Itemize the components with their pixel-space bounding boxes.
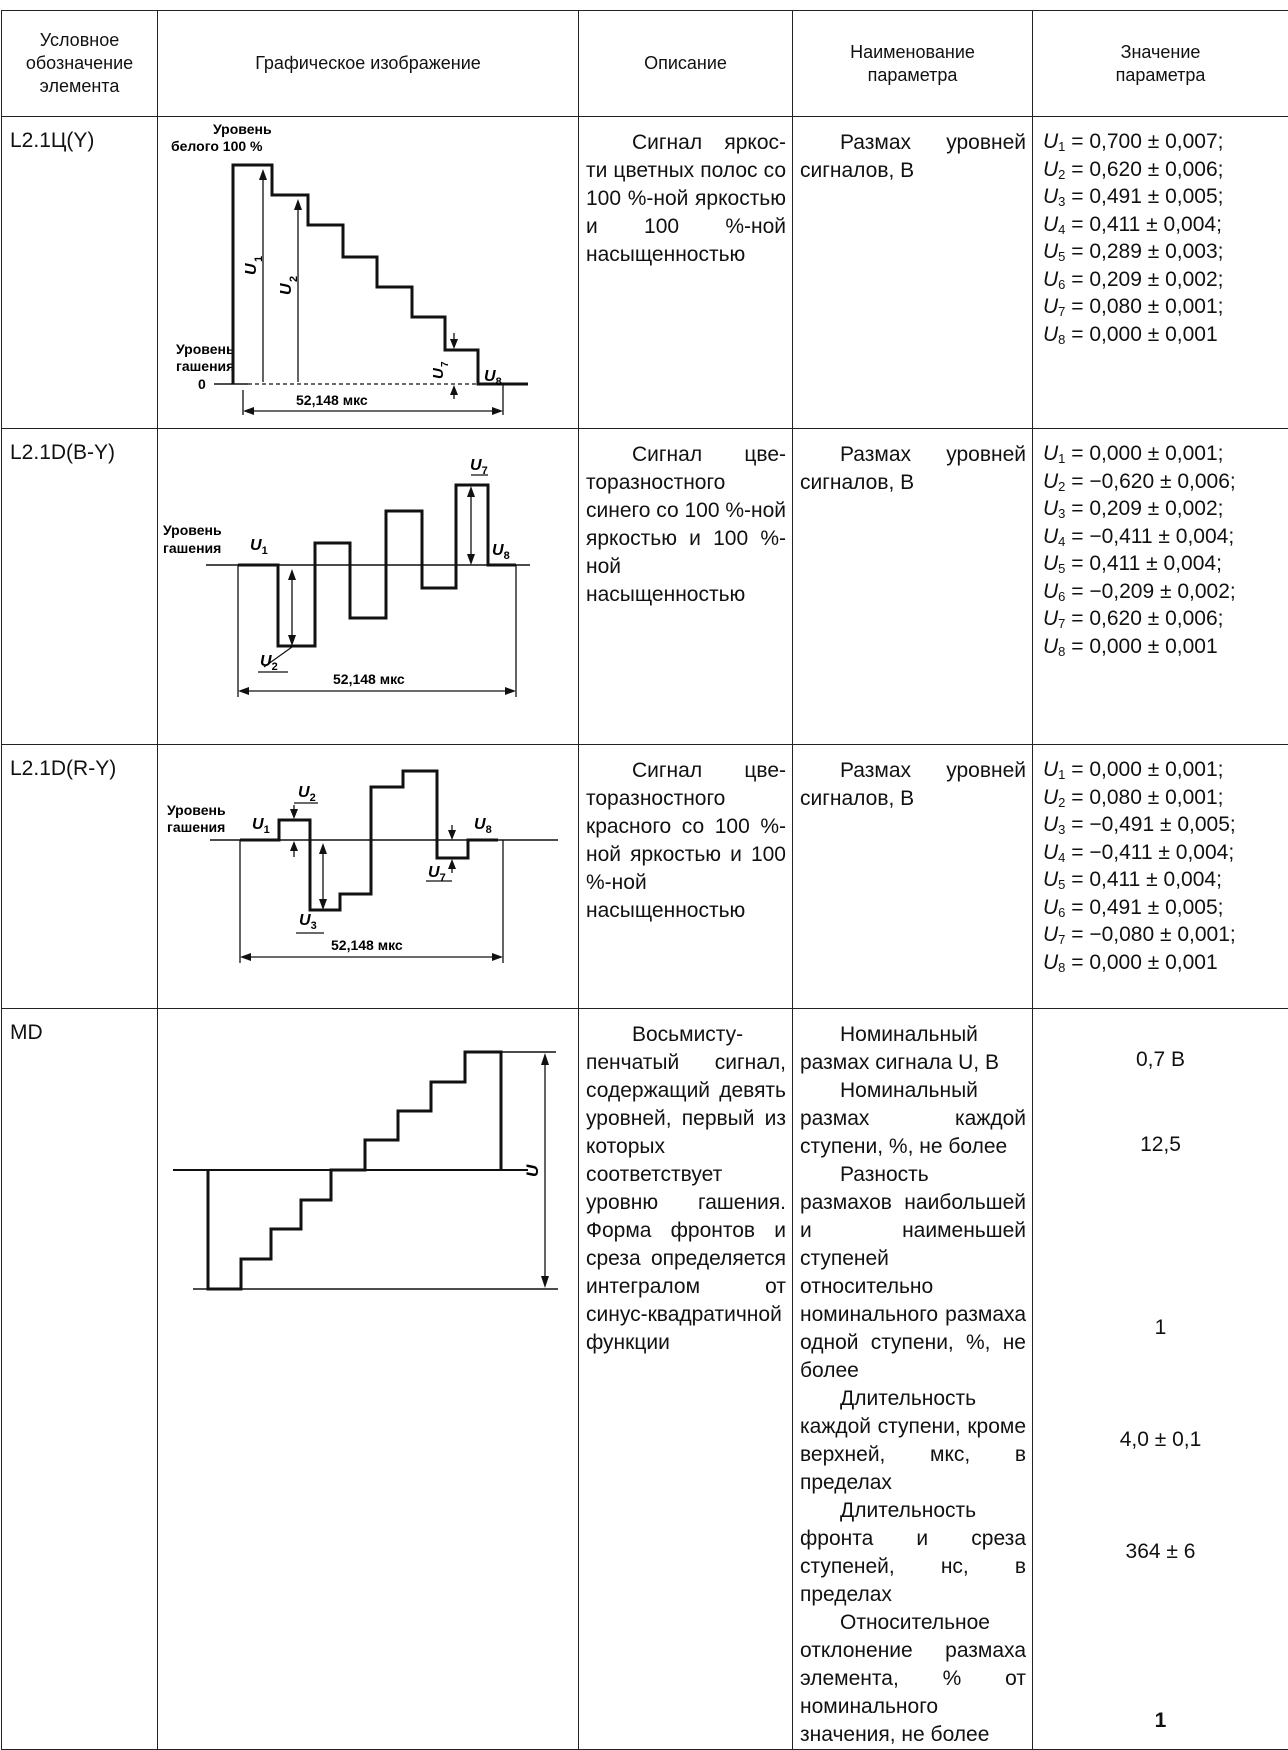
param-name-4: Длительность каждой ступени, кроме верхн… bbox=[800, 1385, 1026, 1497]
label-u: U bbox=[523, 1164, 542, 1177]
header-code: Условное обозначение элемента bbox=[2, 11, 158, 117]
row-param-names: Номинальный размах сигнала U, В Номиналь… bbox=[793, 1009, 1033, 1750]
header-param-name: Наименование параметра bbox=[793, 11, 1033, 117]
luminance-staircase-diagram: Уровень белого 100 % Уровень гашения 0 U… bbox=[158, 117, 579, 423]
param-value-6: 1 bbox=[1033, 1709, 1288, 1733]
row-code: MD bbox=[2, 1009, 158, 1750]
table-row: L2.1D(B-Y) Уровень гашения U1 U2 U7 U8 bbox=[2, 429, 1288, 745]
svg-text:U1: U1 bbox=[252, 816, 270, 836]
label-blank-level-1: Уровень bbox=[167, 802, 226, 818]
param-value-3: 1 bbox=[1033, 1316, 1288, 1340]
svg-text:U: U bbox=[243, 263, 260, 275]
param-name-6: Относительное отклонение размаха элемент… bbox=[800, 1609, 1026, 1749]
svg-text:U: U bbox=[278, 283, 295, 295]
param-value-2: 12,5 bbox=[1033, 1133, 1288, 1157]
luminance-waveform bbox=[233, 165, 528, 384]
header-graphic: Графическое изображение bbox=[158, 11, 579, 117]
svg-text:U8: U8 bbox=[492, 542, 510, 562]
param-value-4: 4,0 ± 0,1 bbox=[1033, 1428, 1288, 1452]
label-duration: 52,148 мкс bbox=[296, 392, 368, 408]
param-name-1: Номинальный размах сигнала U, В bbox=[800, 1021, 1026, 1077]
table-row: L2.1Ц(Y) Уровень белого 100 % Уровень га… bbox=[2, 117, 1288, 429]
svg-text:U: U bbox=[430, 367, 447, 379]
row-param-name: Размах уровней сигналов, В bbox=[793, 429, 1033, 745]
label-blank-level-2: гашения bbox=[167, 819, 225, 835]
label-duration: 52,148 мкс bbox=[333, 671, 405, 687]
table-row: L2.1D(R-Y) Уровень гашения U1 U2 U3 bbox=[2, 745, 1288, 1009]
label-blank-level-2: гашения bbox=[176, 358, 234, 374]
row-param-values: U1 = 0,000 ± 0,001; U2 = 0,080 ± 0,001; … bbox=[1033, 745, 1288, 1009]
param-name-5: Длительность фронта и среза ступеней, нс… bbox=[800, 1497, 1026, 1609]
row-code: L2.1D(R-Y) bbox=[2, 745, 158, 1009]
svg-text:7: 7 bbox=[440, 361, 451, 367]
label-blank-level-1: Уровень bbox=[176, 341, 235, 357]
graphic-cell: Уровень гашения U1 U2 U3 bbox=[158, 745, 579, 1009]
table-row: MD U Восьмисту- пенчатый сигнал, содержа… bbox=[2, 1009, 1288, 1750]
row-param-name: Размах уровней сигналов, В bbox=[793, 745, 1033, 1009]
label-blank-level-1: Уровень bbox=[163, 522, 222, 538]
graphic-cell: Уровень гашения U1 U2 U7 U8 bbox=[158, 429, 579, 745]
svg-text:U3: U3 bbox=[299, 912, 317, 932]
label-blank-level-2: гашения bbox=[163, 540, 221, 556]
label-white-level-1: Уровень bbox=[213, 121, 272, 137]
row-description: Сигнал цве- торазностного синего со 100 … bbox=[579, 429, 793, 745]
param-value-1: 0,7 В bbox=[1033, 1048, 1288, 1072]
param-name-3: Разность размахов наибольшей и наименьше… bbox=[800, 1161, 1026, 1385]
row-param-values: U1 = 0,000 ± 0,001; U2 = −0,620 ± 0,006;… bbox=[1033, 429, 1288, 745]
row-code: L2.1D(B-Y) bbox=[2, 429, 158, 745]
row-description: Сигнал яркос- ти цветных полос со 100 %-… bbox=[579, 117, 793, 429]
svg-text:U2: U2 bbox=[298, 784, 316, 804]
eight-step-staircase-diagram: U bbox=[158, 1009, 579, 1744]
row-description: Сигнал цве- торазностного красного со 10… bbox=[579, 745, 793, 1009]
svg-text:U2: U2 bbox=[260, 653, 278, 673]
header-param-value: Значение параметра bbox=[1033, 11, 1288, 117]
graphic-cell: Уровень белого 100 % Уровень гашения 0 U… bbox=[158, 117, 579, 429]
label-duration: 52,148 мкс bbox=[331, 937, 403, 953]
row-description: Восьмисту- пенчатый сигнал, содержащий д… bbox=[579, 1009, 793, 1750]
label-white-level-2: белого 100 % bbox=[171, 138, 263, 154]
signal-parameters-table: Условное обозначение элемента Графическо… bbox=[1, 10, 1288, 1750]
blue-difference-diagram: Уровень гашения U1 U2 U7 U8 bbox=[158, 429, 579, 739]
svg-text:U8: U8 bbox=[474, 816, 492, 836]
svg-text:2: 2 bbox=[288, 276, 300, 282]
svg-text:U1: U1 bbox=[250, 537, 268, 557]
param-value-5: 364 ± 6 bbox=[1033, 1540, 1288, 1564]
row-param-name: Размах уровней сигналов, В bbox=[793, 117, 1033, 429]
header-description: Описание bbox=[579, 11, 793, 117]
svg-text:1: 1 bbox=[253, 256, 265, 262]
table-header-row: Условное обозначение элемента Графическо… bbox=[2, 11, 1288, 117]
row-code: L2.1Ц(Y) bbox=[2, 117, 158, 429]
svg-text:U7: U7 bbox=[470, 457, 488, 477]
row-param-values: 0,7 В 12,5 1 4,0 ± 0,1 364 ± 6 1 bbox=[1033, 1009, 1288, 1750]
graphic-cell: U bbox=[158, 1009, 579, 1750]
label-zero: 0 bbox=[198, 376, 206, 392]
red-difference-diagram: Уровень гашения U1 U2 U3 bbox=[158, 745, 579, 1003]
row-param-values: U1 = 0,700 ± 0,007; U2 = 0,620 ± 0,006; … bbox=[1033, 117, 1288, 429]
param-name-2: Номинальный размах каждой ступени, %, не… bbox=[800, 1077, 1026, 1161]
